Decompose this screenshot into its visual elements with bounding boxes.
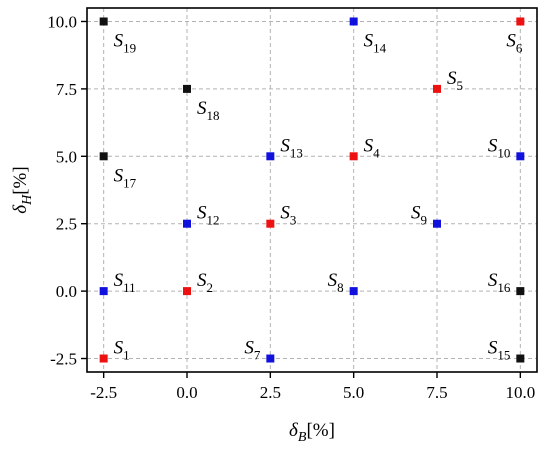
y-tick-label: 2.5 (56, 215, 77, 234)
data-point-s10 (516, 152, 525, 161)
y-tick-label: 5.0 (56, 147, 77, 166)
data-point-s18 (183, 84, 191, 93)
point-label-s18: S18 (197, 98, 220, 123)
point-label-s11: S11 (114, 270, 136, 295)
x-tick-label: 2.5 (260, 383, 281, 402)
x-tick-label: 7.5 (426, 383, 447, 402)
y-tick-label: 0.0 (56, 282, 77, 301)
x-tick-label: -2.5 (90, 383, 117, 402)
point-label-s19: S19 (114, 30, 136, 55)
axis-ticks (81, 20, 522, 378)
point-label-s17: S17 (114, 165, 137, 190)
point-label-s4: S4 (364, 135, 381, 160)
point-labels: S1 S2 S3 S4 S5 S6 S7 S8 S9 S10 S11 S12 S13 S14 S15 S16 S… (114, 30, 523, 362)
grid-lines (87, 8, 537, 372)
point-label-s1: S1 (114, 338, 130, 363)
data-point-s2 (183, 287, 191, 296)
data-point-s7 (266, 354, 275, 363)
data-point-s12 (183, 219, 191, 228)
x-tick-label: 5.0 (343, 383, 364, 402)
point-label-s7: S7 (244, 338, 261, 363)
data-point-s11 (99, 287, 108, 296)
point-label-s6: S6 (506, 30, 523, 55)
data-point-s16 (516, 287, 525, 296)
data-point-s5 (433, 84, 441, 93)
point-label-s8: S8 (328, 270, 344, 295)
data-point-s19 (99, 17, 108, 26)
point-label-s14: S14 (364, 30, 387, 55)
point-label-s12: S12 (197, 203, 220, 228)
data-points (99, 17, 525, 363)
point-label-s16: S16 (488, 270, 511, 295)
data-point-s9 (433, 219, 441, 228)
data-point-s13 (266, 152, 275, 161)
data-point-s14 (349, 17, 358, 26)
data-point-s4 (349, 152, 358, 161)
point-label-s9: S9 (411, 203, 427, 228)
y-tick-label: 7.5 (56, 80, 77, 99)
y-tick-label: 10.0 (47, 12, 77, 31)
point-label-s10: S10 (488, 135, 511, 160)
point-label-s2: S2 (197, 270, 213, 295)
point-label-s15: S15 (488, 338, 511, 363)
data-point-s1 (99, 354, 108, 363)
y-tick-label: -2.5 (50, 350, 77, 369)
plot-frame (86, 7, 538, 373)
data-point-s8 (349, 287, 358, 296)
x-tick-label: 0.0 (176, 383, 197, 402)
point-label-s13: S13 (280, 135, 303, 160)
data-point-s15 (516, 354, 525, 363)
point-label-s5: S5 (447, 68, 463, 93)
data-point-s3 (266, 219, 275, 228)
y-axis-title: δH[%] (10, 166, 35, 213)
data-point-s17 (99, 152, 108, 161)
x-tick-labels: -2.5 0.0 2.5 5.0 7.5 10.0 (90, 383, 535, 402)
x-tick-label: 10.0 (505, 383, 535, 402)
y-tick-labels: -2.5 0.0 2.5 5.0 7.5 10.0 (47, 12, 77, 368)
x-axis-title: δB[%] (289, 420, 335, 445)
point-label-s3: S3 (280, 203, 296, 228)
data-point-s6 (516, 17, 525, 26)
